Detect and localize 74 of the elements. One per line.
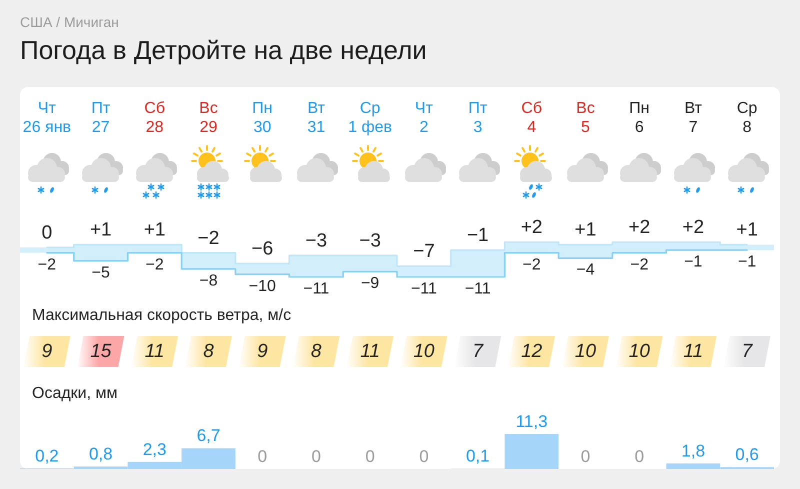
data-label: +1 bbox=[144, 220, 166, 241]
data-label: −4 bbox=[576, 262, 595, 279]
data-label: 11 bbox=[144, 341, 165, 362]
data-label: 0 bbox=[311, 447, 321, 466]
data-label: 15 bbox=[90, 341, 112, 362]
x-tick-label: Ср 8 bbox=[736, 100, 758, 136]
chart-title: Максимальная скорость ветра, м/с bbox=[32, 307, 292, 324]
data-label: 11 bbox=[683, 341, 704, 362]
data-label: 10 bbox=[574, 341, 596, 362]
chart-title: Погода в Детройте на две недели bbox=[20, 35, 427, 65]
data-label: 0,6 bbox=[735, 445, 759, 464]
x-tick-label: Сб 4 bbox=[521, 100, 542, 136]
data-label: 11 bbox=[360, 341, 380, 362]
data-label: −2 bbox=[522, 256, 541, 274]
data-label: +1 bbox=[90, 220, 112, 241]
data-label: 0 bbox=[365, 447, 375, 466]
data-label: 0,8 bbox=[88, 444, 113, 464]
data-label: 9 bbox=[42, 341, 53, 362]
data-label: −2 bbox=[630, 256, 649, 274]
data-label: 6,7 bbox=[196, 426, 220, 446]
data-label: −3 bbox=[359, 230, 381, 252]
data-label: 0,2 bbox=[35, 446, 59, 466]
data-label: −5 bbox=[92, 264, 110, 282]
data-label: −1 bbox=[738, 254, 756, 271]
data-label: 0,1 bbox=[466, 446, 490, 466]
x-tick-label: Вс 5 bbox=[576, 100, 595, 136]
data-label: −11 bbox=[410, 280, 438, 298]
chart-title: Осадки, мм bbox=[32, 385, 118, 402]
data-label: −6 bbox=[252, 238, 274, 260]
data-label: −9 bbox=[360, 275, 380, 292]
data-label: 9 bbox=[257, 341, 268, 362]
data-label: 0 bbox=[634, 447, 644, 466]
data-label: 10 bbox=[413, 341, 435, 362]
data-label: 7 bbox=[742, 341, 754, 362]
data-label: −2 bbox=[198, 228, 220, 249]
data-label: 12 bbox=[521, 341, 543, 362]
data-label: 0 bbox=[258, 447, 268, 466]
data-label: −11 bbox=[303, 280, 330, 298]
data-label: 0 bbox=[580, 447, 590, 466]
data-label: +2 bbox=[520, 217, 542, 238]
x-tick-label: Пн 6 bbox=[629, 100, 650, 136]
data-label: +2 bbox=[628, 217, 650, 238]
data-label: 1,8 bbox=[681, 441, 706, 460]
x-tick-label: Чт 2 bbox=[414, 100, 434, 136]
data-label: −10 bbox=[248, 278, 276, 295]
data-label: 0 bbox=[42, 222, 52, 244]
data-label: −1 bbox=[466, 225, 489, 246]
data-label: 8 bbox=[310, 341, 322, 362]
data-label: +1 bbox=[736, 220, 758, 241]
data-label: 10 bbox=[628, 341, 650, 362]
chart-subtitle: США / Мичиган bbox=[20, 14, 119, 30]
x-tick-label: Вт 7 bbox=[684, 100, 703, 136]
data-label: −8 bbox=[199, 272, 218, 290]
data-label: −11 bbox=[464, 280, 491, 298]
data-label: −2 bbox=[38, 256, 56, 274]
data-label: 0 bbox=[419, 447, 429, 466]
x-tick-label: Вс 29 bbox=[199, 100, 218, 136]
data-label: 2,3 bbox=[142, 440, 166, 459]
data-label: +1 bbox=[574, 220, 596, 241]
data-label: +2 bbox=[682, 217, 704, 238]
x-tick-label: Сб 28 bbox=[144, 100, 165, 136]
data-label: 11,3 bbox=[516, 412, 548, 431]
data-label: −3 bbox=[305, 230, 328, 252]
data-label: 7 bbox=[472, 341, 484, 362]
data-label: 8 bbox=[203, 341, 214, 362]
x-tick-label: Пт 3 bbox=[468, 100, 488, 136]
x-tick-label: Чт 26 янв bbox=[22, 100, 72, 136]
x-tick-label: Вт 31 bbox=[307, 100, 326, 136]
data-label: −2 bbox=[146, 256, 164, 274]
data-label: −1 bbox=[684, 254, 702, 271]
x-tick-label: Ср 1 фев bbox=[348, 100, 392, 136]
x-tick-label: Пт 27 bbox=[91, 100, 111, 136]
x-tick-label: Пн 30 bbox=[252, 100, 273, 136]
data-label: −7 bbox=[413, 241, 435, 262]
